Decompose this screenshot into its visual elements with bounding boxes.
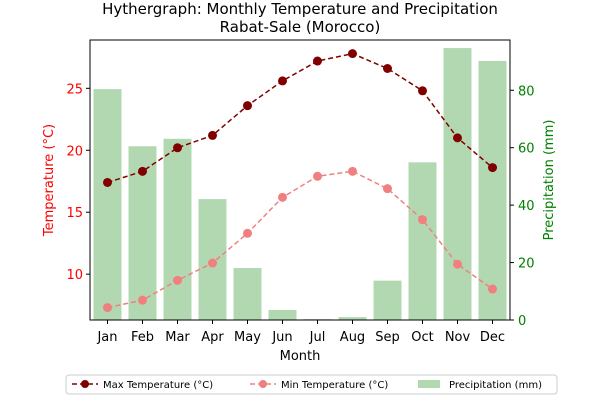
min-temp-point-apr [208,258,217,268]
y-left-tick-label: 10 [66,268,83,283]
legend: Max Temperature (°C) Min Temperature (°C)… [65,374,558,395]
x-tick-label: Mar [165,330,190,345]
y-axis-left: 10 15 20 25 [66,82,90,283]
x-axis: Jan Feb Mar Apr May Jun Jul Aug Sep Oct Nov Dec [96,320,505,345]
y-right-tick-label: 80 [518,84,535,99]
precip-bar-oct [408,162,437,320]
x-tick-label: Aug [340,330,365,345]
legend-max-marker [81,380,89,388]
legend-min-marker [259,380,267,388]
precip-bar-mar [163,138,192,320]
max-temp-point-jun [278,76,287,86]
max-temp-point-mar [173,143,182,153]
y-right-tick-label: 20 [518,257,535,272]
max-temp-point-feb [138,166,147,176]
legend-box [65,374,558,395]
min-temp-point-oct [418,215,427,225]
precip-bar-jun [268,309,297,320]
min-temp-point-jul [313,171,322,181]
y-right-tick-label: 0 [518,314,526,329]
x-tick-label: May [234,330,261,345]
y-right-tick-label: 40 [518,199,535,214]
legend-min-label: Min Temperature (°C) [281,380,388,391]
x-tick-label: Jan [96,330,117,345]
max-temp-point-apr [208,130,217,140]
y-axis-left-label: Temperature (°C) [42,124,57,237]
min-temp-point-sep [383,184,392,194]
max-temp-point-sep [383,63,392,73]
min-temp-point-jan [103,303,112,313]
max-temp-point-jan [103,177,112,187]
precip-bar-sep [373,280,402,320]
y-left-tick-label: 25 [66,82,83,97]
x-axis-label: Month [280,349,321,364]
max-temp-point-nov [453,133,462,143]
y-left-tick-label: 20 [66,144,83,159]
min-temp-point-nov [453,259,462,269]
max-temp-point-aug [348,49,357,59]
precipitation-bars [93,48,507,321]
min-temp-point-mar [173,275,182,285]
min-temp-point-dec [488,284,497,294]
plot-frame [89,39,511,321]
precip-bar-nov [443,48,472,321]
x-tick-label: Oct [411,330,433,345]
legend-precip-swatch [418,380,440,388]
temperature-lines [103,49,497,313]
x-tick-label: Apr [201,330,224,345]
max-temp-point-oct [418,86,427,96]
y-axis-right-label: Precipitation (mm) [542,120,557,241]
chart-title: Hythergraph: Monthly Temperature and Pre… [102,0,498,18]
min-temp-point-jun [278,192,287,202]
x-tick-label: Nov [445,330,471,345]
y-axis-right: 0 20 40 60 80 [510,84,535,329]
min-temp-point-feb [138,295,147,305]
precip-bar-dec [478,60,507,320]
min-temp-point-may [243,228,252,238]
x-tick-label: Dec [480,330,505,345]
max-temp-point-jul [313,56,322,66]
legend-max-label: Max Temperature (°C) [103,380,213,391]
x-tick-label: Jun [271,330,292,345]
chart-subtitle: Rabat-Sale (Morocco) [220,18,381,36]
y-left-tick-label: 15 [66,206,83,221]
x-tick-label: Feb [131,330,154,345]
max-temp-line [107,52,493,184]
max-temp-point-dec [488,163,497,173]
legend-precip-label: Precipitation (mm) [449,380,542,391]
y-right-tick-label: 60 [518,142,535,157]
x-tick-label: Sep [375,330,400,345]
min-temp-point-aug [348,166,357,176]
precip-bar-aug [338,317,367,320]
max-temp-point-may [243,101,252,111]
x-tick-label: Jul [309,330,326,345]
precip-bar-jan [93,89,122,320]
precip-bar-may [233,268,262,320]
